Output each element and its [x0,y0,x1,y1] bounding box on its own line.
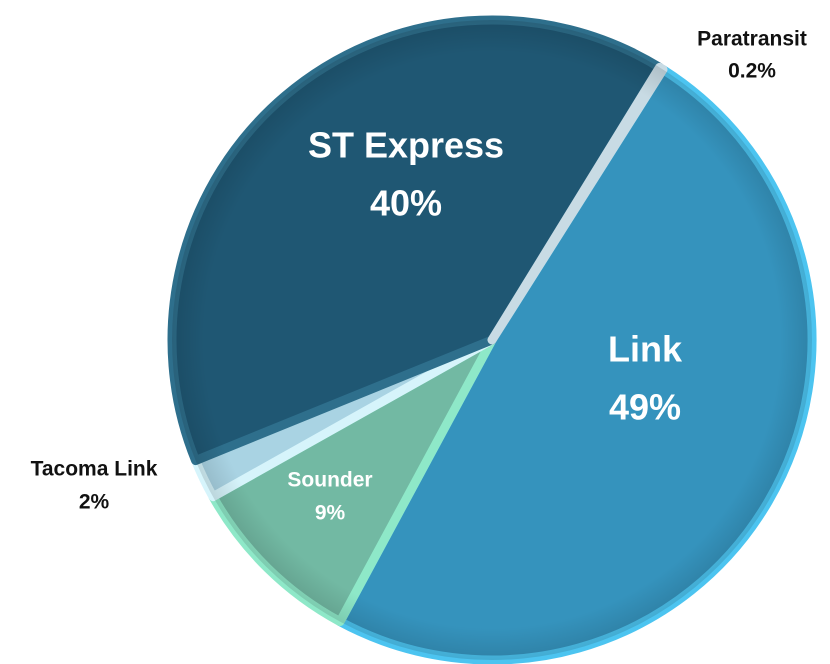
slice-value-label: 49% [609,387,681,428]
slice-value-label: 9% [315,502,346,525]
slice-value-label: 0.2% [728,60,776,83]
slice-label: ST Express [308,125,504,166]
slice-label: Sounder [287,469,372,492]
labels: Link 49% Sounder 9% Tacoma Link 2% ST Express 4… [31,28,807,525]
slice-value-label: 40% [370,183,442,224]
pie [167,15,817,664]
slice-value-label: 2% [79,491,110,514]
slice-label: Paratransit [697,28,807,51]
slice-label: Tacoma Link [31,458,158,481]
slice-label: Link [608,329,683,370]
